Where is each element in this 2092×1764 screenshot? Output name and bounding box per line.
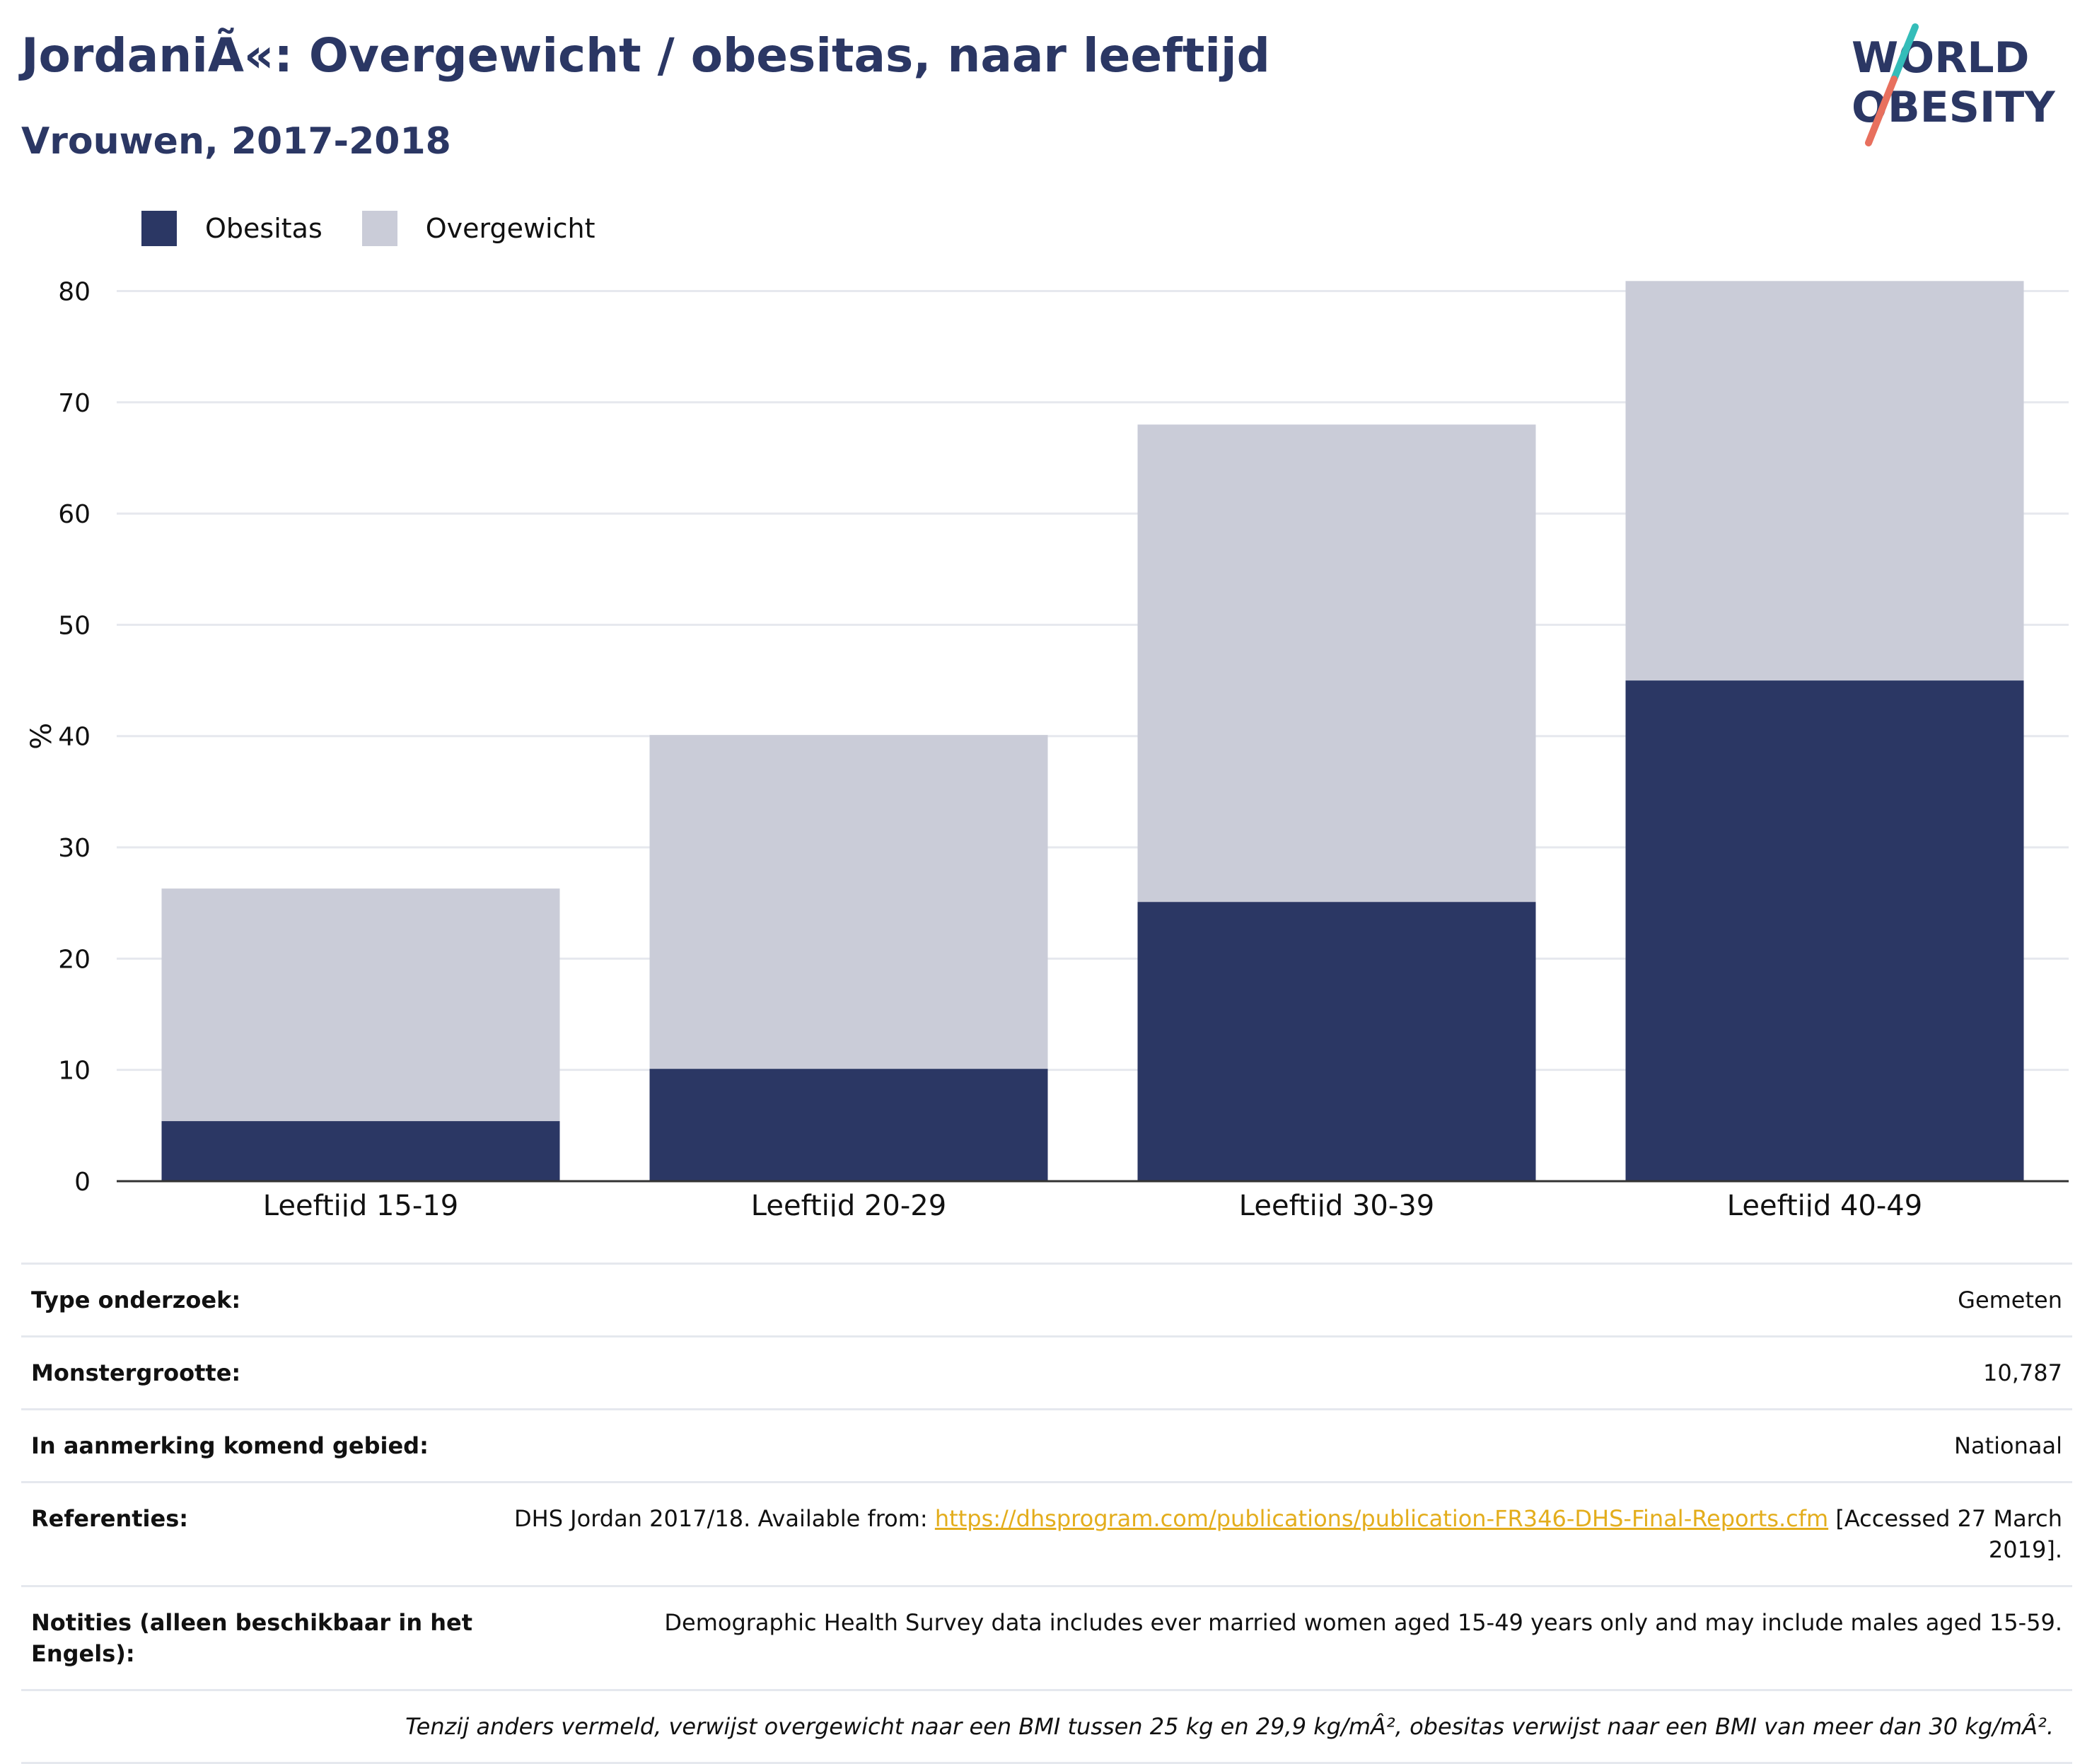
info-row-area: In aanmerking komend gebied: Nationaal: [21, 1408, 2072, 1481]
reference-prefix: DHS Jordan 2017/18. Available from:: [513, 1505, 935, 1532]
x-tick-label: Leeftijd 15-19: [263, 1190, 458, 1217]
y-tick-label: 20: [58, 945, 91, 974]
bar-overgewicht-1: [161, 888, 560, 1122]
chart-title: JordaniÃ«: Overgewicht / obesitas, naar …: [21, 28, 1270, 83]
y-tick-label: 30: [58, 834, 91, 863]
info-row-notes: Notities (alleen beschikbaar in het Enge…: [21, 1585, 2072, 1689]
info-value-references: DHS Jordan 2017/18. Available from: http…: [506, 1503, 2062, 1565]
y-tick-label: 0: [74, 1168, 91, 1197]
survey-info-table: Type onderzoek: Gemeten Monstergrootte: …: [21, 1263, 2072, 1764]
y-tick-label: 70: [58, 389, 91, 418]
y-axis-label: %: [25, 723, 58, 750]
info-row-survey-type: Type onderzoek: Gemeten: [21, 1263, 2072, 1335]
bar-obesitas-4: [1625, 680, 2024, 1181]
stacked-bar-chart: 0 10 20 30 40 50 60 70 80% Leeftijd 15-19 Leeftijd…: [25, 277, 2069, 1217]
bar-overgewicht-2: [649, 735, 1048, 1069]
legend-swatch-obesitas: [141, 211, 177, 246]
info-value-sample-size: 10,787: [1983, 1359, 2062, 1386]
bar-obesitas-2: [649, 1069, 1048, 1181]
legend-label-obesitas: Obesitas: [205, 213, 322, 244]
y-tick-label: 50: [58, 611, 91, 640]
chart-legend: Obesitas Overgewicht: [141, 209, 635, 248]
logo-slash-teal: [1890, 23, 1919, 83]
legend-swatch-overgewicht: [361, 211, 397, 246]
info-row-footnote: Tenzij anders vermeld, verwijst overgewi…: [21, 1689, 2072, 1764]
y-tick-label: 40: [58, 723, 91, 752]
logo-line-1: WORLD: [1852, 33, 2029, 83]
logo-slash-coral: [1865, 76, 1898, 146]
bar-obesitas-3: [1137, 902, 1536, 1181]
legend-label-overgewicht: Overgewicht: [425, 213, 595, 244]
info-key-references: Referenties:: [31, 1505, 189, 1532]
bmi-footnote: Tenzij anders vermeld, verwijst overgewi…: [405, 1713, 2054, 1740]
info-key-sample-size: Monstergrootte:: [31, 1359, 241, 1386]
info-key-survey-type: Type onderzoek:: [31, 1287, 241, 1313]
info-key-area: In aanmerking komend gebied:: [31, 1432, 429, 1459]
info-value-survey-type: Gemeten: [1958, 1287, 2062, 1313]
x-tick-label: Leeftijd 30-39: [1239, 1190, 1434, 1217]
legend-item-obesitas[interactable]: Obesitas: [141, 211, 322, 246]
bar-overgewicht-3: [1137, 424, 1536, 903]
info-value-notes: Demographic Health Survey data includes …: [664, 1609, 2062, 1636]
bar-obesitas-1: [161, 1121, 560, 1181]
info-row-references: Referenties: DHS Jordan 2017/18. Availab…: [21, 1481, 2072, 1585]
reference-suffix: [Accessed 27 March 2019].: [1828, 1505, 2062, 1563]
y-tick-label: 60: [58, 500, 91, 529]
info-row-sample-size: Monstergrootte: 10,787: [21, 1335, 2072, 1408]
bar-overgewicht-4: [1625, 281, 2024, 681]
x-tick-label: Leeftijd 20-29: [751, 1190, 946, 1217]
reference-link[interactable]: https://dhsprogram.com/publications/publ…: [934, 1505, 1829, 1532]
chart-subtitle: Vrouwen, 2017-2018: [21, 120, 451, 163]
y-tick-label: 80: [58, 277, 91, 306]
legend-item-overgewicht[interactable]: Overgewicht: [361, 211, 595, 246]
info-value-area: Nationaal: [1954, 1432, 2062, 1459]
y-tick-label: 10: [58, 1057, 91, 1086]
world-obesity-logo: WORLD OBESITY: [1852, 23, 2056, 146]
info-key-notes: Notities (alleen beschikbaar in het Enge…: [31, 1609, 473, 1667]
x-tick-label: Leeftijd 40-49: [1727, 1190, 1922, 1217]
